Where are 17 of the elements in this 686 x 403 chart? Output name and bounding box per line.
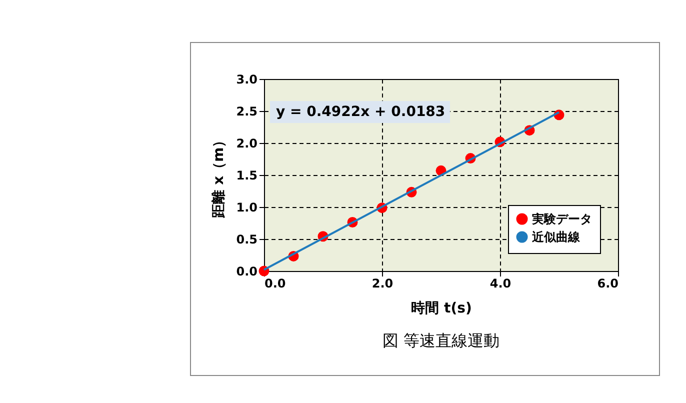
x-tick-label: 6.0 (597, 276, 618, 290)
y-tick-label: 3.0 (236, 72, 258, 86)
y-tick-label: 0.5 (236, 232, 258, 246)
text: 図 等速直線運動 (382, 331, 500, 350)
y-tick-label: 1.5 (236, 168, 258, 182)
y-tick-label: 2.0 (236, 136, 258, 150)
x-tick-label: 0.0 (264, 276, 286, 290)
x-tick-label: 2.0 (372, 276, 394, 290)
y-axis-title: 距離 x（m） (211, 133, 228, 219)
x-axis-title: 時間 t(s) (411, 300, 472, 316)
legend-label: 実験データ (531, 212, 592, 226)
legend-label: 近似曲線 (531, 230, 581, 244)
y-tick-label: 1.0 (236, 200, 258, 214)
y-tick-label: 0.0 (236, 264, 258, 278)
annotation: y = 0.4922x + 0.0183 (276, 104, 446, 120)
x-tick-label: 4.0 (490, 276, 512, 290)
y-tick-label: 2.5 (236, 104, 258, 118)
